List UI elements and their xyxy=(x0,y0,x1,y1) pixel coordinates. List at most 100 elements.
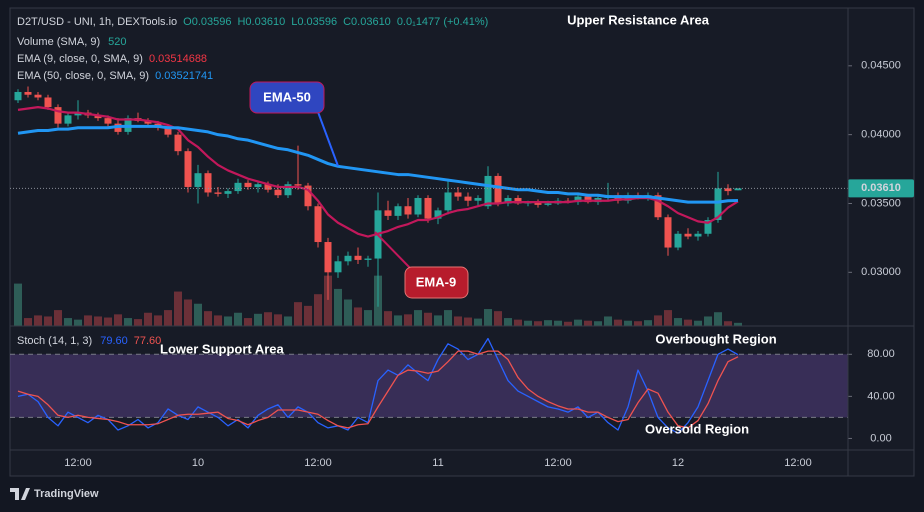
candle-body xyxy=(544,203,552,205)
volume-bar xyxy=(274,314,282,326)
ohlc-close: C0.03610 xyxy=(343,16,391,28)
volume-bar xyxy=(504,318,512,326)
volume-bar xyxy=(734,322,742,326)
volume-bar xyxy=(244,318,252,326)
volume-bar xyxy=(154,315,162,326)
volume-bar xyxy=(314,294,322,326)
candle-body xyxy=(24,91,32,95)
annotation: Upper Resistance Area xyxy=(567,12,710,27)
volume-bar xyxy=(34,315,42,326)
volume-bar xyxy=(334,288,342,326)
legend-value: 79.60 xyxy=(100,335,128,347)
candle-body xyxy=(464,196,472,201)
legend-entry: Stoch (14, 1, 3) 79.60 77.60 xyxy=(17,335,161,347)
candle-body xyxy=(734,188,742,191)
legend-value: 0.03514688 xyxy=(149,53,207,65)
candle-body xyxy=(294,184,302,186)
legend-entry: EMA (50, close, 0, SMA, 9) 0.03521741 xyxy=(17,70,213,82)
candle-body xyxy=(704,220,712,234)
volume-bar xyxy=(324,275,332,326)
indicator-title: Stoch (14, 1, 3) xyxy=(17,335,92,347)
callout-box xyxy=(404,266,469,299)
candle-body xyxy=(384,210,392,216)
x-tick-label: 12:00 xyxy=(544,457,572,469)
candle-body xyxy=(344,255,352,262)
stoch-band xyxy=(10,354,848,418)
volume-bar xyxy=(684,319,692,326)
footer xyxy=(0,478,924,512)
annotation: Lower Support Area xyxy=(160,341,285,356)
volume-bar xyxy=(654,315,662,326)
volume-bar xyxy=(524,320,532,326)
stoch-line xyxy=(17,350,739,429)
legend-entry: EMA (9, close, 0, SMA, 9) 0.03514688 xyxy=(17,53,207,65)
volume-bar xyxy=(594,321,602,326)
volume-bar xyxy=(174,291,182,326)
volume-bar xyxy=(464,317,472,326)
legend-value: 520 xyxy=(108,36,126,48)
volume-bar xyxy=(254,313,262,326)
ohlc-change: 0.0₁1477 (+0.41%) xyxy=(397,16,488,28)
candle-body xyxy=(424,197,432,219)
ohlc-open: O0.03596 xyxy=(183,16,231,28)
y-tick-label: 0.03000 xyxy=(861,266,901,278)
volume-bar xyxy=(664,310,672,326)
candle-body xyxy=(44,97,52,108)
candle-body xyxy=(324,242,332,273)
candle-body xyxy=(394,206,402,216)
candle-body xyxy=(434,210,442,219)
volume-bar xyxy=(704,316,712,326)
candle-body xyxy=(274,189,282,196)
candle-body xyxy=(664,217,672,248)
volume-bar xyxy=(574,319,582,326)
legend-name: EMA (50, close, 0, SMA, 9) xyxy=(17,70,149,82)
candle-body xyxy=(354,255,362,260)
x-tick-label: 12 xyxy=(672,457,684,469)
last-price-label: 0.03610 xyxy=(861,182,901,194)
candle-body xyxy=(254,184,262,187)
volume-bar xyxy=(354,307,362,326)
x-tick-label: 12:00 xyxy=(64,457,92,469)
candle-body xyxy=(104,118,112,124)
candle-body xyxy=(244,182,252,187)
volume-bar xyxy=(584,320,592,326)
ohlc-low: L0.03596 xyxy=(291,16,337,28)
candle-body xyxy=(204,173,212,193)
volume-bar xyxy=(344,299,352,326)
volume-bar xyxy=(264,312,272,326)
volume-bar xyxy=(604,316,612,326)
volume-bar xyxy=(724,321,732,326)
candle-body xyxy=(454,192,462,197)
volume-bar xyxy=(364,310,372,326)
volume-bar xyxy=(634,321,642,326)
volume-bar xyxy=(414,310,422,326)
candle-body xyxy=(94,115,102,119)
volume-bar xyxy=(134,319,142,326)
volume-bar xyxy=(114,314,122,326)
candle-body xyxy=(194,173,202,187)
volume-bar xyxy=(74,319,82,326)
candle-body xyxy=(574,196,582,203)
candle-body xyxy=(54,107,62,124)
candle-body xyxy=(534,202,542,205)
candle-body xyxy=(404,206,412,215)
candle-body xyxy=(674,233,682,248)
chart-frame xyxy=(9,7,915,477)
volume-bar xyxy=(194,303,202,326)
volume-bar xyxy=(544,320,552,326)
volume-bar xyxy=(304,305,312,326)
callout-box xyxy=(249,81,325,114)
legend-value: 77.60 xyxy=(134,335,162,347)
legend-value: 0.03521741 xyxy=(155,70,213,82)
volume-bar xyxy=(284,316,292,326)
brand-logo xyxy=(10,488,30,500)
candle-body xyxy=(234,182,242,192)
volume-bar xyxy=(624,320,632,326)
volume-bar xyxy=(294,302,302,326)
volume-bar xyxy=(444,310,452,326)
volume-bar xyxy=(44,316,52,326)
candle-body xyxy=(444,192,452,211)
candle-body xyxy=(64,115,72,124)
x-tick-label: 12:00 xyxy=(784,457,812,469)
